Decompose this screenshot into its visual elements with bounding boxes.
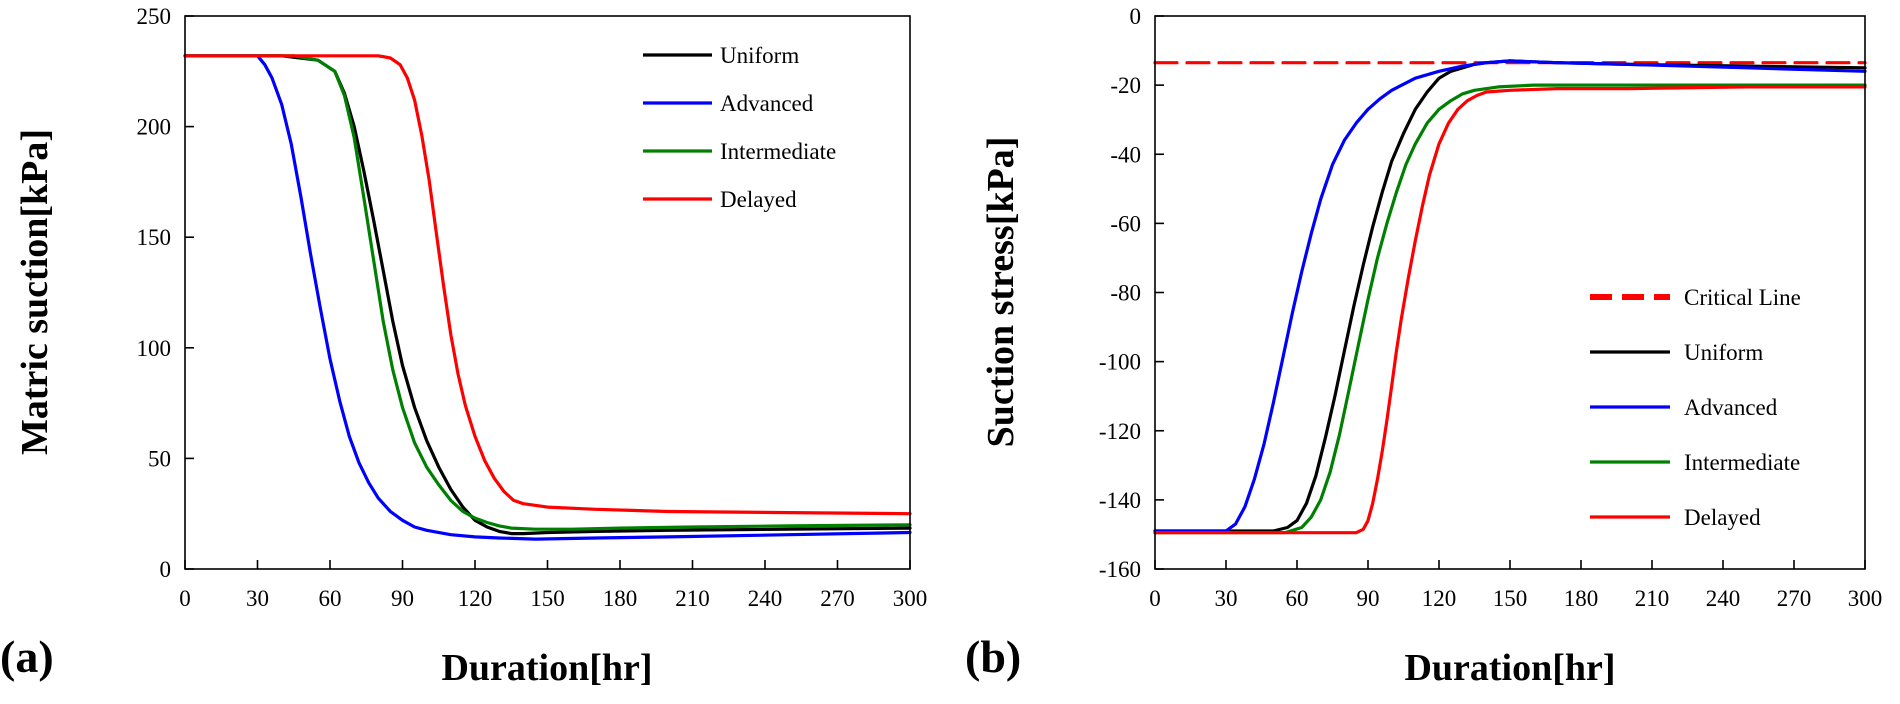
- y-tick-label: 150: [137, 225, 172, 250]
- x-tick-label: 300: [1848, 586, 1883, 611]
- panel-a-series-advanced-line: [183, 54, 912, 541]
- x-tick-label: 60: [319, 586, 342, 611]
- y-tick-label: 100: [137, 336, 172, 361]
- y-tick-label: -60: [1110, 211, 1141, 236]
- panel-b-series-intermediate-line: [1153, 83, 1867, 535]
- panel-a-x-ticks: 0 30 60 90 120 150 180 210 240 270 300: [179, 560, 927, 611]
- y-tick-label: -40: [1110, 142, 1141, 167]
- x-tick-label: 180: [603, 586, 638, 611]
- y-tick-label: 0: [160, 557, 172, 582]
- x-tick-label: 270: [1777, 586, 1812, 611]
- y-tick-label: 0: [1130, 4, 1142, 29]
- x-tick-label: 180: [1564, 586, 1599, 611]
- legend-label-delayed: Delayed: [1684, 505, 1761, 530]
- y-tick-label: 200: [137, 115, 172, 140]
- legend-label-intermediate: Intermediate: [720, 139, 836, 164]
- panel-b-series-delayed-line: [1153, 85, 1867, 535]
- x-tick-label: 150: [530, 586, 565, 611]
- panel-a-series-uniform-line: [183, 54, 912, 536]
- legend-label-delayed: Delayed: [720, 187, 797, 212]
- y-tick-label: -160: [1099, 557, 1141, 582]
- panel-a-y-ticks: 0 50 100 150 200 250: [137, 4, 194, 582]
- panel-a-label: (a): [0, 631, 54, 682]
- panel-a-curves: [183, 54, 912, 541]
- x-tick-label: 150: [1493, 586, 1528, 611]
- y-tick-label: 250: [137, 4, 172, 29]
- panel-b-legend: Critical Line Uniform Advanced Intermediate…: [1590, 285, 1801, 530]
- panel-b: 0 30 60 90 120 150 180 210 240 270 300 0 -20 -40 -60 -…: [965, 4, 1882, 689]
- panel-a-x-axis-title: Duration[hr]: [441, 647, 652, 689]
- y-tick-label: -80: [1110, 281, 1141, 306]
- panel-b-y-axis-title: Suction stress[kPa]: [980, 137, 1022, 448]
- x-tick-label: 210: [675, 586, 710, 611]
- x-tick-label: 240: [1706, 586, 1741, 611]
- x-tick-label: 210: [1635, 586, 1670, 611]
- panel-a: 0 30 60 90 120 150 180 210 240 270 300 0 50 100 150 20…: [0, 4, 927, 689]
- panel-b-x-axis-title: Duration[hr]: [1404, 647, 1615, 689]
- x-tick-label: 30: [1215, 586, 1238, 611]
- legend-label-advanced: Advanced: [720, 91, 814, 116]
- x-tick-label: 270: [820, 586, 855, 611]
- x-tick-label: 300: [893, 586, 928, 611]
- y-tick-label: -120: [1099, 419, 1141, 444]
- y-tick-label: -140: [1099, 488, 1141, 513]
- legend-label-advanced: Advanced: [1684, 395, 1778, 420]
- x-tick-label: 240: [748, 586, 783, 611]
- panel-a-legend: Uniform Advanced Intermediate Delayed: [643, 43, 836, 212]
- panel-a-y-axis-title: Matric suction[kPa]: [14, 129, 56, 455]
- x-tick-label: 0: [179, 586, 191, 611]
- x-tick-label: 120: [458, 586, 493, 611]
- x-tick-label: 30: [246, 586, 269, 611]
- x-tick-label: 120: [1422, 586, 1457, 611]
- legend-label-uniform: Uniform: [720, 43, 799, 68]
- x-tick-label: 0: [1149, 586, 1161, 611]
- panel-b-label: (b): [965, 631, 1021, 682]
- panel-a-series-intermediate-line: [183, 54, 912, 531]
- y-tick-label: -20: [1110, 73, 1141, 98]
- panel-b-y-ticks: 0 -20 -40 -60 -80 -100 -120 -140 -160: [1099, 4, 1164, 582]
- panel-b-series-advanced-line: [1153, 59, 1867, 533]
- legend-label-critical-line: Critical Line: [1684, 285, 1801, 310]
- y-tick-label: -100: [1099, 350, 1141, 375]
- x-tick-label: 90: [391, 586, 414, 611]
- y-tick-label: 50: [148, 446, 171, 471]
- legend-label-uniform: Uniform: [1684, 340, 1763, 365]
- panel-b-curves: [1153, 59, 1867, 535]
- x-tick-label: 60: [1286, 586, 1309, 611]
- panel-a-series-delayed-line: [183, 54, 912, 516]
- legend-label-intermediate: Intermediate: [1684, 450, 1800, 475]
- panel-b-x-ticks: 0 30 60 90 120 150 180 210 240 270 300: [1149, 560, 1882, 611]
- x-tick-label: 90: [1357, 586, 1380, 611]
